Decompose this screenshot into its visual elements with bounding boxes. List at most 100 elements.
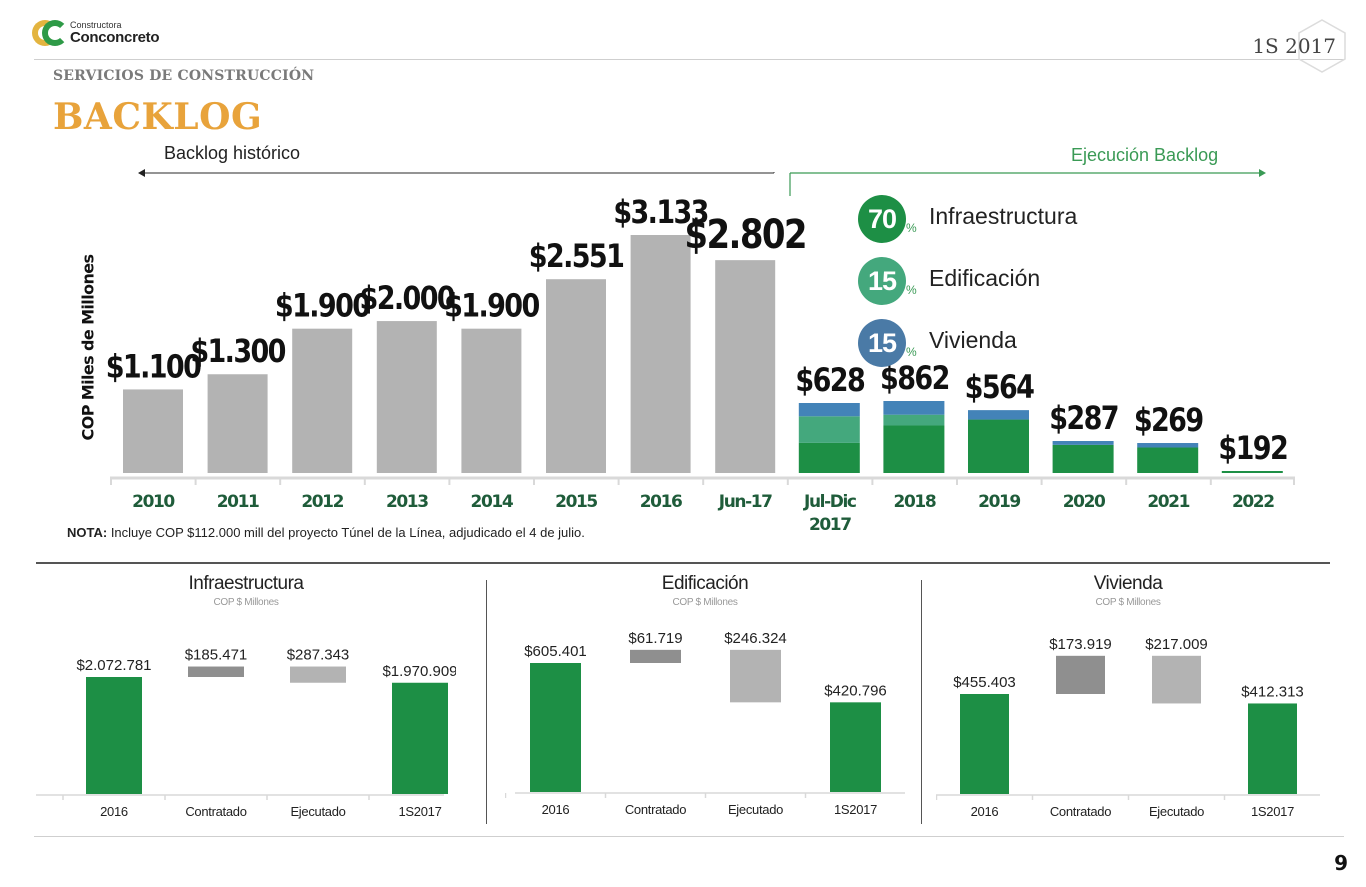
waterfall-value-label: $605.401 (524, 643, 587, 660)
page-title: BACKLOG (53, 96, 263, 138)
waterfall-value-label: $412.313 (1241, 683, 1304, 700)
waterfall-value-label: $173.919 (1049, 636, 1112, 653)
page-number: 9 (1334, 851, 1348, 875)
bar-segment-vivienda (968, 410, 1029, 420)
logo-mark-icon (32, 20, 68, 46)
bar-value-label: $2.551 (529, 238, 624, 275)
bar-segment-edificacion (798, 416, 860, 443)
waterfall-value-label: $217.009 (1145, 636, 1208, 653)
x-tick-label: 2016 (100, 804, 128, 819)
x-tick-label: 2020 (1063, 492, 1106, 512)
x-tick-label: Contratado (1050, 804, 1111, 819)
bar-value-label: $269 (1134, 402, 1203, 439)
x-tick-label: 2012 (301, 492, 343, 512)
bar-2016 (630, 235, 691, 473)
footer-divider (34, 836, 1344, 837)
logo-subtitle: Constructora (70, 20, 122, 30)
hexagon-icon (1298, 19, 1346, 73)
x-tick-label: 2019 (978, 492, 1020, 512)
backlog-chart: $1.100 2010 $1.300 2011 $1.900 2012 $2.000 2013… (106, 169, 1295, 535)
bar-value-label: $1.100 (106, 348, 202, 385)
bar-2011 (207, 374, 268, 473)
waterfall-bar-contratado (630, 649, 681, 663)
section-divider (36, 562, 1330, 564)
bar-segment-infraestructura (798, 442, 860, 473)
x-tick-label: Ejecutado (728, 802, 783, 817)
x-tick-label: 2016 (542, 802, 570, 817)
waterfall-bar-2016 (86, 677, 142, 794)
x-tick-label: 2011 (217, 492, 259, 512)
x-tick-label: Contratado (185, 804, 246, 819)
waterfall-title: Infraestructura (188, 573, 305, 594)
waterfall-chart: $605.401 2016 $61.719 Contratado $246.324 Eje… (505, 630, 905, 817)
bar-value-label: $192 (1218, 430, 1287, 467)
bar-value-label: $628 (795, 362, 864, 399)
legend-item-vivienda: 15 % Vivienda (858, 312, 1077, 374)
bar-segment-vivienda (798, 403, 860, 417)
waterfall-title: Vivienda (1093, 573, 1163, 594)
x-tick-label: 2013 (386, 492, 428, 512)
bar-segment-vivienda (1052, 441, 1114, 445)
waterfall-chart: $2.072.781 2016 $185.471 Contratado $287.343… (36, 647, 456, 819)
waterfall-bar-2016 (530, 663, 581, 792)
footnote-text: Incluye COP $112.000 mill del proyecto T… (107, 525, 585, 540)
bar-value-label: $1.900 (275, 288, 371, 325)
bar-segment-infraestructura (1052, 444, 1114, 473)
waterfall-subtitle: COP $ Millones (672, 597, 738, 608)
bar-jun-17 (715, 260, 776, 473)
bar-value-label: $2.000 (360, 280, 456, 317)
x-tick-label: 2017 (809, 515, 851, 535)
waterfall-bar-ejecutado (1152, 655, 1201, 704)
x-tick-label: Ejecutado (1149, 804, 1204, 819)
waterfall-bar-contratado (1056, 655, 1105, 694)
bar-segment-infraestructura (968, 419, 1029, 473)
x-tick-label: 1S2017 (834, 802, 877, 817)
bar-value-label: $564 (965, 369, 1035, 406)
x-tick-label: 1S2017 (398, 804, 441, 819)
x-tick-label: 1S2017 (1251, 804, 1294, 819)
arrow-left-icon (138, 169, 145, 177)
y-axis-label: COP Miles de Millones (78, 254, 98, 441)
legend-percent-badge: 70 (858, 195, 906, 243)
percent-sign: % (906, 221, 917, 235)
waterfall-edificacion: $605.401 2016 $61.719 Contratado $246.324 Eje… (505, 570, 905, 830)
bar-segment-infraestructura (883, 425, 945, 473)
arrow-right-icon (1259, 169, 1266, 177)
x-tick-label: 2015 (555, 492, 597, 512)
waterfall-title: Edificación (661, 573, 749, 594)
bar-value-label: $287 (1049, 400, 1118, 437)
bar-2012 (292, 328, 353, 473)
footnote-prefix: NOTA: (67, 525, 108, 540)
panel-divider (486, 580, 487, 824)
x-tick-label: Jun-17 (718, 492, 772, 512)
bar-value-label: $1.900 (444, 288, 540, 325)
bar-value-label: $3.133 (613, 194, 708, 231)
waterfall-chart: $455.403 2016 $173.919 Contratado $217.009 Ej… (936, 636, 1320, 819)
waterfall-value-label: $1.970.909 (382, 663, 456, 680)
waterfall-bar-1s2017 (1248, 703, 1297, 794)
waterfall-vivienda: $455.403 2016 $173.919 Contratado $217.009 Ej… (936, 570, 1320, 830)
x-tick-label: 2018 (894, 492, 936, 512)
x-tick-label: 2016 (971, 804, 999, 819)
bar-2015 (546, 279, 606, 473)
legend-item-edificacion: 15 % Edificación (858, 250, 1077, 312)
bar-segment-edificacion (883, 414, 945, 426)
footnote: NOTA: Incluye COP $112.000 mill del proy… (67, 525, 585, 540)
x-tick-label: Jul-Dic (803, 492, 856, 512)
bar-segment-infraestructura (1137, 447, 1199, 473)
waterfall-bar-ejecutado (290, 666, 346, 683)
legend-label: Edificación (929, 264, 1041, 291)
period-label: 1S 2017 (1252, 34, 1336, 58)
x-tick-label: 2022 (1232, 492, 1274, 512)
x-tick-label: Contratado (625, 802, 686, 817)
panel-divider (921, 580, 922, 824)
waterfall-value-label: $420.796 (824, 682, 887, 699)
waterfall-subtitle: COP $ Millones (1095, 597, 1161, 608)
x-tick-label: Ejecutado (290, 804, 345, 819)
percent-sign: % (906, 345, 917, 359)
x-tick-label: 2021 (1147, 492, 1189, 512)
legend-percent-badge: 15 (858, 319, 906, 367)
waterfall-bar-ejecutado (730, 649, 781, 703)
waterfall-value-label: $455.403 (953, 674, 1016, 691)
legend-percent-badge: 15 (858, 257, 906, 305)
